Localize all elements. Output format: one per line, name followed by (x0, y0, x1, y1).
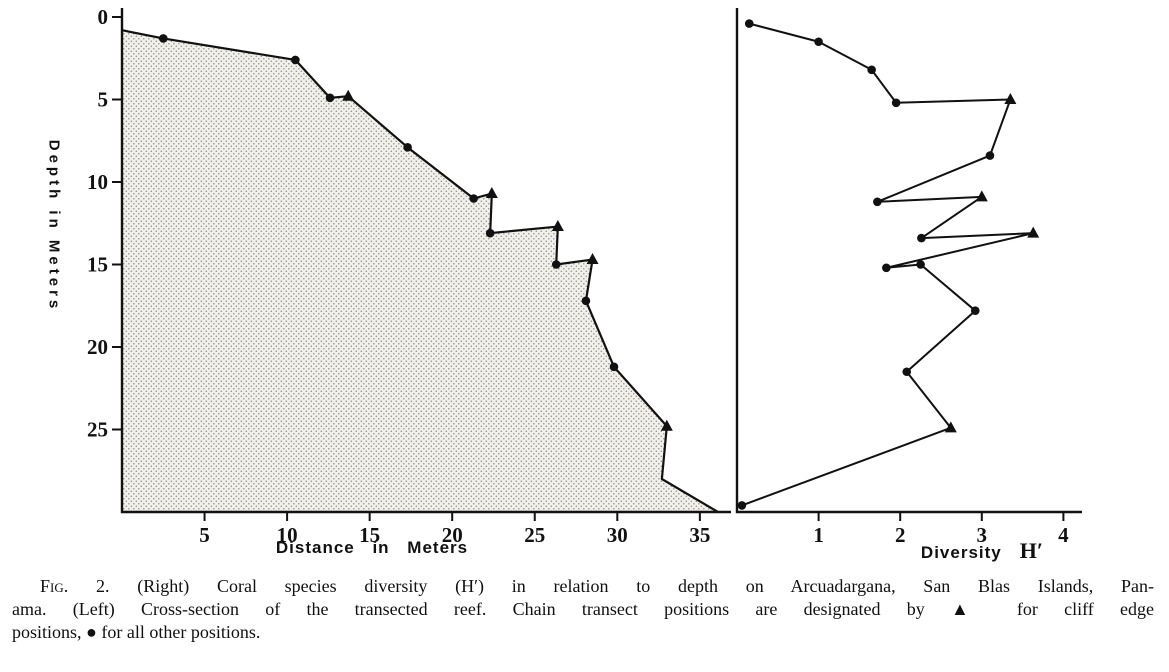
figure-svg: 0 5 10 15 20 25 5 10 15 20 25 30 35 1 2 3 4 (87, 5, 1082, 547)
x-tick-label: 30 (607, 523, 628, 547)
x-tick-label: 2 (895, 523, 906, 547)
x-tick-label: 4 (1058, 523, 1069, 547)
diversity-point-circle (916, 260, 925, 269)
diversity-point-circle (891, 98, 901, 108)
transect-point-triangle (342, 89, 355, 101)
diversity-label: Diversity (920, 543, 1002, 562)
y-tick-label: 0 (98, 5, 109, 29)
diversity-point-triangle (1027, 226, 1040, 238)
left-x-axis-label: Distance in Meters (275, 538, 469, 557)
diversity-point-triangle (975, 190, 988, 202)
left-y-axis-label: Depth in Meters (45, 139, 63, 313)
right-chart-axes (735, 8, 1082, 514)
transect-point-triangle (551, 220, 564, 232)
diversity-point-triangle (1004, 93, 1017, 104)
figure-caption: Fig. 2. (Right) Coral species diversity … (12, 575, 1154, 644)
reef-cross-section-chart: 0 5 10 15 20 25 5 10 15 20 25 30 35 (87, 5, 731, 547)
transect-point-circle (485, 228, 495, 238)
diversity-point-circle (737, 501, 747, 510)
x-tick-label: 25 (524, 523, 545, 547)
y-tick-label: 25 (87, 418, 108, 442)
h-prime-symbol: H′ (1019, 538, 1044, 563)
diversity-point-circle (867, 65, 876, 75)
transect-point-circle (551, 260, 561, 269)
diversity-point-circle (970, 306, 980, 316)
caption-line-2: ama. (Left) Cross-section of the transec… (12, 599, 1154, 619)
x-tick-label: 5 (199, 523, 210, 547)
diversity-point-circle (744, 19, 754, 28)
diversity-point-circle (873, 197, 882, 207)
transect-point-triangle (586, 253, 599, 265)
caption-line-1: Fig. 2. (Right) Coral species diversity … (12, 575, 1154, 598)
transect-point-circle (581, 296, 591, 306)
transect-point-circle (325, 93, 335, 103)
caption-line-1-text: (Right) Coral species diversity (H′) in … (137, 576, 1155, 596)
diversity-point-circle (985, 151, 995, 160)
diversity-point-circle (902, 367, 912, 377)
y-tick-label: 5 (98, 88, 109, 112)
reef-shaded-area (122, 30, 719, 512)
diversity-depth-chart: 1 2 3 4 (735, 8, 1082, 547)
x-tick-label: 15 (359, 523, 380, 547)
x-tick-label: 10 (277, 523, 298, 547)
caption-line-3: positions, ● for all other positions. (12, 622, 261, 642)
transect-point-circle (291, 55, 300, 65)
transect-point-circle (469, 194, 478, 203)
x-tick-label: 35 (689, 523, 710, 547)
diversity-line (741, 22, 1035, 507)
diversity-point-circle (882, 263, 891, 273)
x-tick-label: 1 (813, 523, 824, 547)
x-tick-label: 3 (977, 523, 988, 547)
transect-point-circle (609, 362, 619, 372)
transect-point-circle (403, 143, 412, 152)
transect-point-circle (158, 34, 168, 43)
diversity-point-circle (917, 233, 926, 243)
left-chart-axes (120, 8, 731, 514)
y-tick-label: 10 (87, 170, 108, 194)
transect-point-triangle (660, 419, 673, 431)
right-x-axis-label: Diversity H′ (852, 538, 1112, 564)
figure-label: Fig. 2. (40, 576, 110, 596)
diversity-point-triangle (944, 421, 957, 433)
x-tick-label: 20 (442, 523, 463, 547)
y-tick-label: 15 (87, 253, 108, 277)
transect-point-triangle (485, 187, 498, 199)
diversity-point-circle (814, 37, 823, 47)
y-tick-label: 20 (87, 335, 108, 359)
